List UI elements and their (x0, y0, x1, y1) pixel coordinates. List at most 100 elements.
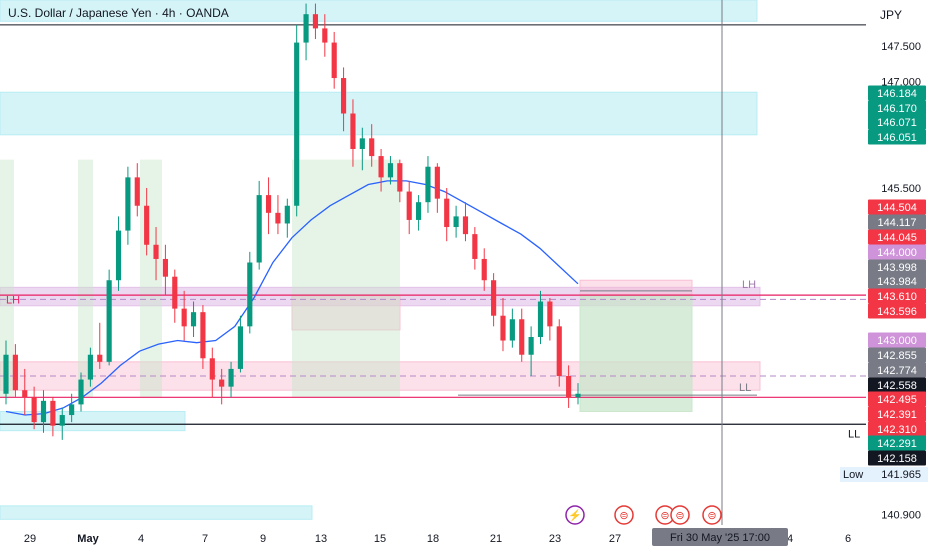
zone-cyan (0, 505, 313, 520)
ll-axis-label: LL (848, 428, 860, 440)
price-label-bg (868, 273, 926, 289)
candle-body (294, 42, 300, 206)
price-label-bg (868, 435, 926, 451)
session-shade (78, 159, 93, 398)
price-label-bg (868, 244, 926, 260)
price-label-bg (868, 288, 926, 304)
price-label: 146.071 (877, 117, 917, 129)
price-label-bg (868, 347, 926, 363)
candle-body (275, 212, 281, 224)
currency-label: JPY (880, 8, 903, 22)
candle-body (519, 319, 525, 355)
candle-body (556, 326, 562, 377)
candle-body (181, 308, 187, 327)
time-tick-label: 29 (24, 533, 36, 545)
candle-body (491, 280, 497, 316)
price-label: 143.000 (877, 335, 917, 347)
price-label-bg (868, 229, 926, 245)
candle-body (472, 234, 478, 259)
price-label: 142.774 (877, 365, 917, 377)
candle-body (247, 262, 253, 327)
price-label: 144.045 (877, 232, 917, 244)
candle-body (106, 280, 112, 362)
candle-body (115, 230, 122, 281)
price-label-bg (868, 85, 926, 101)
event-icon-glyph: ⊜ (707, 510, 716, 522)
time-tick-label: 15 (374, 533, 386, 545)
price-label-bg (868, 406, 926, 422)
lh-right-label: LH (742, 279, 756, 291)
candle-body (416, 202, 422, 220)
zone-cyan (0, 91, 758, 136)
candle-body (172, 276, 178, 309)
candle-body (406, 191, 412, 220)
moving-average-line (5, 180, 579, 416)
event-icon-glyph: ⊜ (675, 510, 684, 522)
event-icon[interactable] (565, 505, 585, 525)
low-label-bg (840, 467, 928, 482)
zone-pink (291, 295, 401, 331)
price-tick-label: 147.500 (881, 41, 921, 53)
candle-body (387, 163, 394, 178)
low-label: Low (843, 469, 863, 481)
price-label-bg (868, 362, 926, 378)
time-tick-label: 18 (427, 533, 439, 545)
candle-body (575, 393, 581, 398)
candle-body (50, 400, 56, 426)
event-icon-glyph: ⚡ (568, 509, 582, 522)
zone-cyan (0, 410, 186, 432)
price-label-bg (868, 259, 926, 275)
candle-body (12, 354, 18, 391)
candle-body (322, 28, 328, 43)
candle-body (528, 336, 534, 355)
price-label: 146.184 (877, 88, 917, 100)
candle-body (237, 326, 244, 369)
event-icon[interactable] (702, 505, 722, 525)
zone-cyan (0, 0, 758, 22)
candle-body (481, 258, 487, 281)
price-label: 142.391 (877, 409, 917, 421)
price-tick-label: 145.500 (881, 183, 921, 195)
candle-body (78, 379, 84, 405)
time-tick-label: 4 (138, 533, 144, 545)
price-label: 142.495 (877, 394, 917, 406)
lh-left-label: LH (6, 294, 20, 306)
price-label-bg (868, 214, 926, 230)
event-icon-glyph: ⊜ (660, 510, 669, 522)
price-label-bg (868, 199, 926, 215)
price-label-bg (868, 332, 926, 348)
candle-body (303, 14, 309, 43)
price-label-bg (868, 114, 926, 130)
candle-body (125, 177, 131, 231)
price-label-bg (868, 303, 926, 319)
candle-body (144, 205, 150, 245)
candle-body (162, 258, 168, 277)
event-icon[interactable] (670, 505, 690, 525)
candle-body (40, 400, 47, 423)
time-tick-label: 7 (202, 533, 208, 545)
time-tick-label: 23 (549, 533, 561, 545)
candle-body (3, 354, 9, 394)
price-tick-label: 140.900 (881, 509, 921, 521)
candle-body (462, 216, 469, 235)
candle-body (509, 319, 515, 341)
candle-body (284, 205, 290, 224)
candle-body (547, 301, 553, 327)
time-tick-label: 21 (490, 533, 502, 545)
crosshair-date-label: Fri 30 May '25 17:00 (670, 532, 770, 544)
price-label: 143.984 (877, 276, 917, 288)
zone-green (579, 295, 693, 412)
candle-body (312, 14, 319, 29)
time-tick-label: 27 (609, 533, 621, 545)
candle-body (265, 195, 272, 213)
candle-body (378, 156, 384, 178)
event-icon-glyph: ⊜ (619, 510, 628, 522)
candle-body (134, 177, 140, 206)
price-label: 142.310 (877, 424, 917, 436)
price-label: 143.998 (877, 262, 917, 274)
candle-body (425, 166, 431, 203)
candle-body (453, 216, 459, 228)
event-icon[interactable] (614, 505, 634, 525)
candle-body (200, 312, 206, 359)
candle-body (69, 404, 75, 416)
